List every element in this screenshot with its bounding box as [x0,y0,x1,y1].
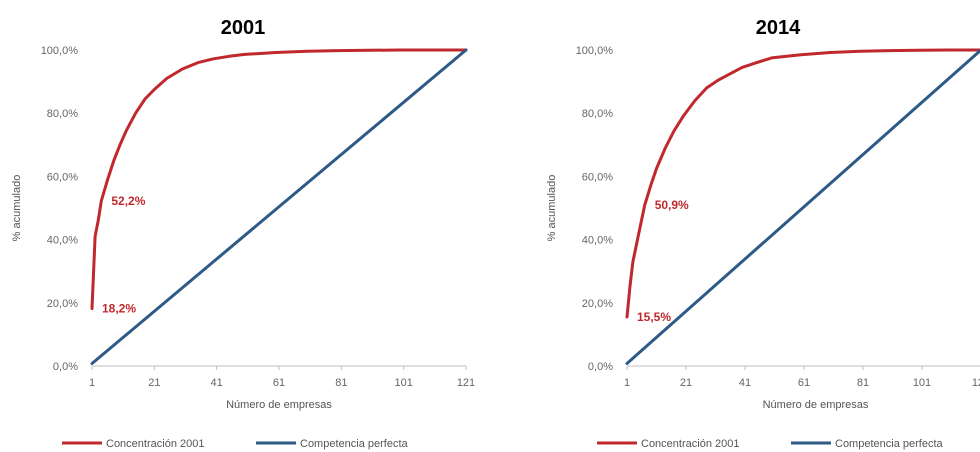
legend-label-perfect-competition: Competencia perfecta [835,438,943,450]
x-tick-label: 101 [913,377,931,389]
data-label: 52,2% [111,194,145,208]
x-tick-label: 121 [457,377,475,389]
x-axis-label: Número de empresas [763,399,869,411]
data-label: 18,2% [102,301,136,315]
perfect-competition-line [625,48,980,365]
x-tick-label: 81 [335,377,347,389]
x-tick-label: 1 [89,377,95,389]
x-tick-label: 1 [624,377,630,389]
legend-label-concentration: Concentración 2001 [106,438,204,450]
y-tick-label: 60,0% [582,171,613,183]
y-tick-label: 60,0% [47,171,78,183]
y-tick-label: 40,0% [47,235,78,247]
x-tick-label: 61 [798,377,810,389]
x-tick-label: 41 [739,377,751,389]
data-label: 15,5% [637,310,671,324]
chart-title: 2014 [756,17,801,39]
y-tick-label: 80,0% [582,108,613,120]
y-tick-label: 100,0% [576,45,614,57]
y-tick-label: 100,0% [41,45,79,57]
data-label: 50,9% [655,198,689,212]
x-tick-label: 21 [680,377,692,389]
y-tick-label: 20,0% [582,298,613,310]
x-axis-label: Número de empresas [226,399,332,411]
x-tick-label: 121 [972,377,980,389]
legend-label-perfect-competition: Competencia perfecta [300,438,408,450]
x-tick-label: 21 [148,377,160,389]
y-tick-label: 0,0% [53,361,78,373]
perfect-competition-line [90,48,468,365]
y-tick-label: 0,0% [588,361,613,373]
chart-title: 2001 [221,17,266,39]
concentration-line [625,48,980,319]
chart-panel-2014: 2014 0,0% 20,0% 40,0% 60,0% 80,0% 100,0% 1 21 41 6… [490,0,980,452]
concentration-line [90,48,468,310]
chart-panel-2001: 2001 0,0% 20,0% 40,0% 60,0% 80,0% 100,0% 1 21 41 6… [11,17,475,450]
y-tick-label: 20,0% [47,298,78,310]
y-tick-label: 40,0% [582,235,613,247]
x-tick-label: 41 [211,377,223,389]
x-tick-label: 61 [273,377,285,389]
y-tick-label: 80,0% [47,108,78,120]
legend-label-concentration: Concentración 2001 [641,438,739,450]
x-tick-label: 101 [394,377,412,389]
y-axis-label: % acumulado [11,175,23,242]
y-axis-label: % acumulado [546,175,558,242]
x-tick-label: 81 [857,377,869,389]
